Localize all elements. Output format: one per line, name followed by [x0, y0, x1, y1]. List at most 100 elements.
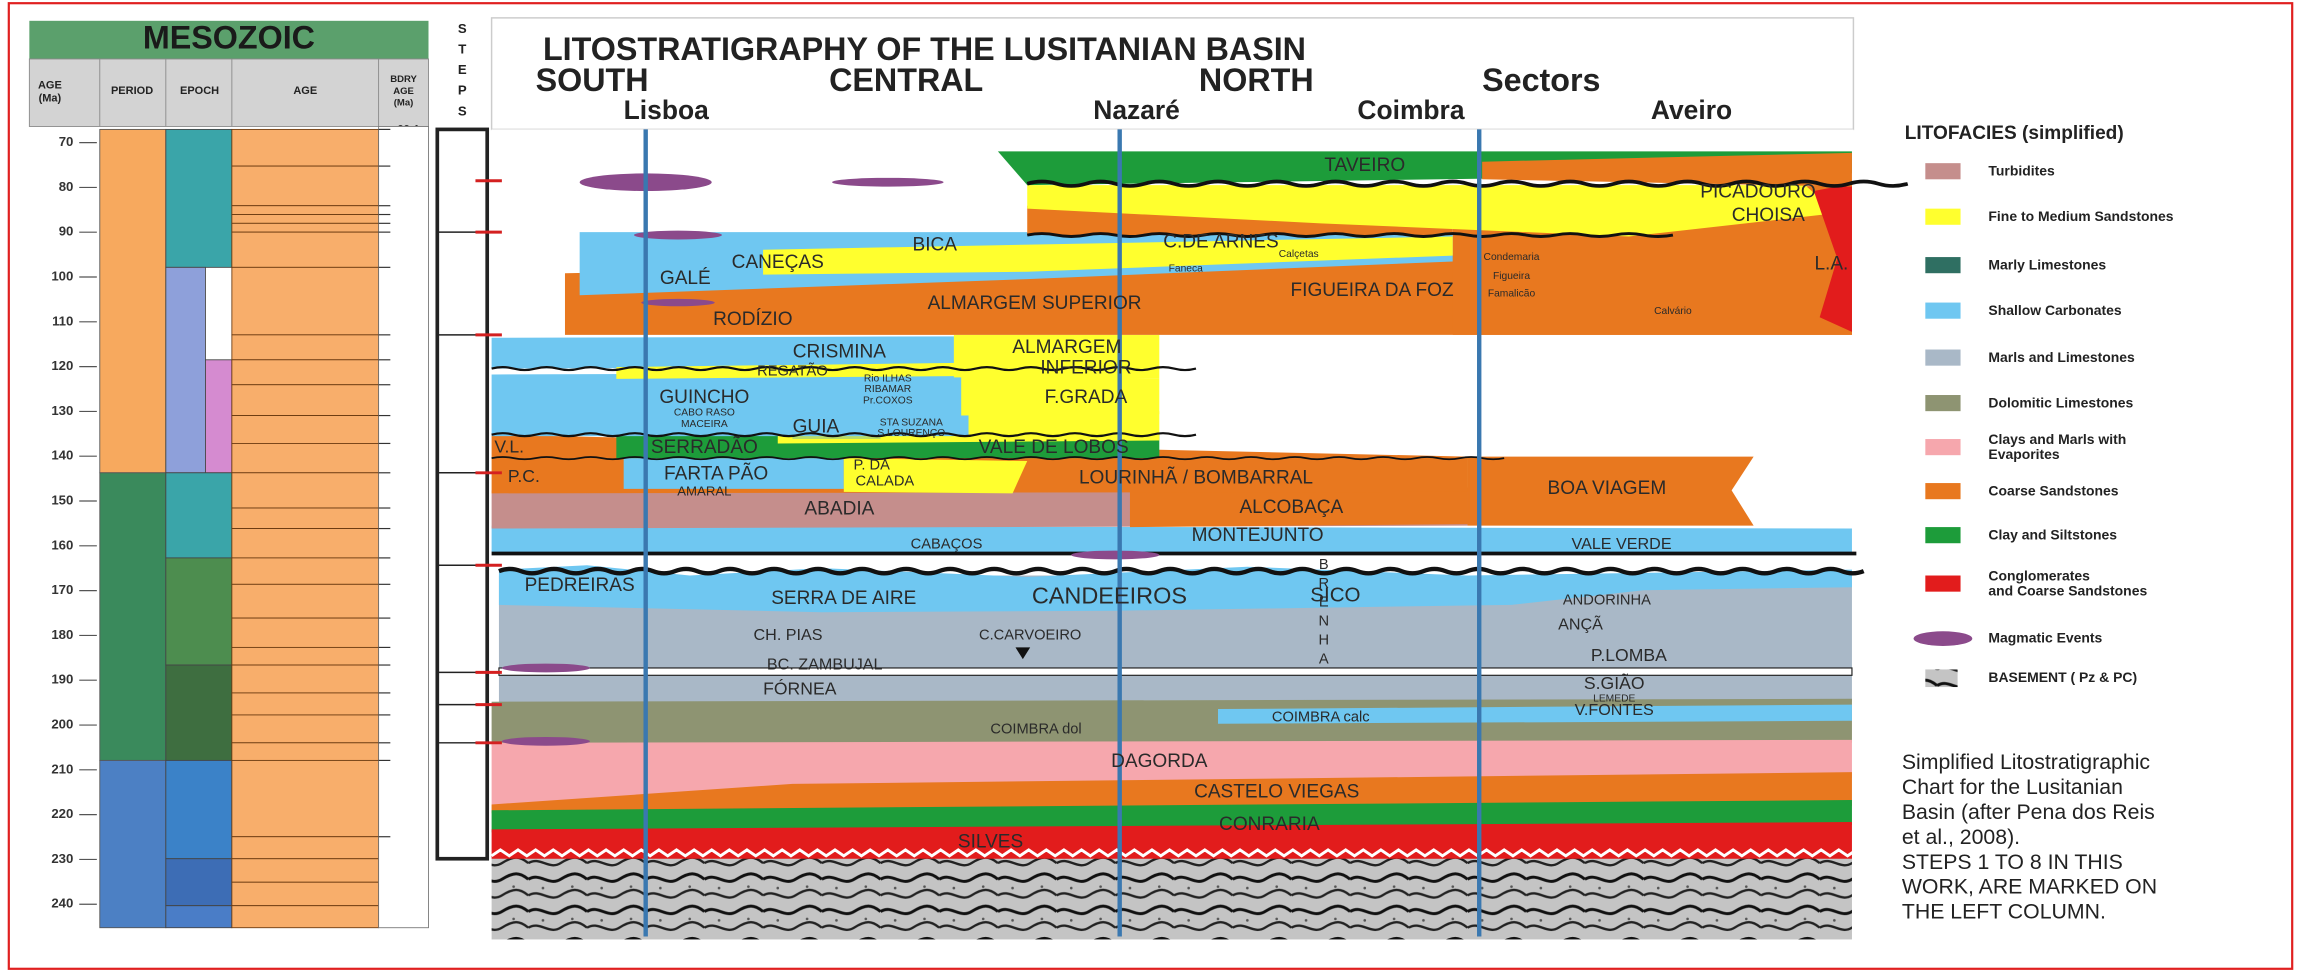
age-cell [232, 129, 379, 166]
age-cell [232, 267, 379, 335]
epoch-cell [166, 558, 232, 665]
unit-label: GALÉ [660, 268, 711, 289]
unit-label: BC. ZAMBUJAL [767, 655, 883, 673]
locality-label: Coimbra [1357, 95, 1464, 125]
age-cell [232, 558, 379, 584]
column-header: (Ma) [394, 98, 414, 109]
legend-swatch [1925, 303, 1960, 319]
caption-line: WORK, ARE MARKED ON [1902, 875, 2157, 899]
age-cell [232, 360, 379, 385]
unit-label: CABAÇOS [911, 537, 983, 553]
unit-label: ANÇÃ [1558, 614, 1603, 634]
age-cell [232, 416, 379, 444]
legend-label: BASEMENT ( Pz & PC) [1988, 669, 2137, 685]
age-tick-label: 170 [51, 582, 73, 597]
unit-label: ALMARGEM SUPERIOR [928, 293, 1142, 314]
age-cell [232, 215, 379, 224]
legend-label: Marls and Limestones [1988, 349, 2135, 365]
age-cell [232, 665, 379, 693]
unit-label: LOURINHÃ / BOMBARRAL [1079, 467, 1313, 489]
age-cell [232, 584, 379, 618]
age-tick-label: 90 [59, 224, 74, 239]
unit-label: ALCOBAÇA [1239, 497, 1343, 518]
age-cell [232, 232, 379, 267]
epoch-cell [166, 267, 206, 472]
unit-label: P. DA [853, 457, 890, 473]
unit-label: DAGORDA [1111, 751, 1208, 772]
legend-label: Coarse Sandstones [1988, 483, 2118, 499]
age-cell [232, 837, 379, 859]
unit-label: Calvário [1654, 306, 1692, 317]
unit-label: Famalicão [1488, 288, 1536, 299]
magmatic-event [641, 299, 714, 306]
unit-label: CANEÇAS [732, 252, 824, 273]
unit-label: VALE VERDE [1572, 535, 1672, 553]
unit-label: RIBAMAR [864, 384, 911, 395]
sector-label: SOUTH [536, 62, 649, 98]
age-tick-label: 230 [51, 851, 73, 866]
age-cell [232, 473, 379, 508]
age-tick-label: 100 [51, 268, 73, 283]
unit-label: GUINCHO [659, 387, 749, 408]
steps-header: T [458, 42, 466, 57]
age-tick-label: 140 [51, 448, 73, 463]
unit-label: INFERIOR [1040, 358, 1131, 379]
age-cell [232, 906, 379, 928]
column-header: EPOCH [180, 85, 219, 97]
legend-label: Shallow Carbonates [1988, 302, 2121, 318]
age-tick-label: 110 [52, 313, 73, 328]
unit-label: ALMARGEM [1012, 337, 1121, 358]
unit-label: CH. PIAS [754, 626, 823, 644]
unit-label: FÓRNEA [763, 678, 837, 699]
caption-line: THE LEFT COLUMN. [1902, 900, 2106, 924]
steps-header: S [458, 103, 467, 118]
legend-label: Evaporites [1988, 446, 2060, 462]
era-title: MESOZOIC [143, 19, 315, 55]
age-cell [232, 529, 379, 558]
legend-label: Conglomerates [1988, 568, 2090, 584]
unit-label: Calçetas [1279, 249, 1319, 260]
unit-label: CALADA [856, 473, 915, 489]
age-cell [232, 882, 379, 905]
unit-label: V.FONTES [1575, 701, 1654, 719]
caption-line: Basin (after Pena dos Reis [1902, 800, 2155, 824]
caption-line: Chart for the Lusitanian [1902, 775, 2123, 799]
age-tick-label: 240 [51, 896, 73, 911]
epoch-cell [166, 129, 232, 267]
steps-header: P [458, 83, 467, 98]
unit-label: RODÍZIO [713, 309, 792, 330]
legend-swatch [1925, 209, 1960, 225]
unit-label: C.CARVOEIRO [979, 628, 1081, 644]
boundary-column [379, 126, 429, 927]
legend-label: Clays and Marls with [1988, 431, 2126, 447]
unit-label: CASTELO VIEGAS [1194, 782, 1359, 803]
locality-label: Lisboa [624, 95, 709, 125]
locality-label: Nazaré [1093, 95, 1180, 125]
age-tick-label: 160 [51, 537, 73, 552]
magmatic-event [502, 737, 590, 746]
column-header: AGE [393, 86, 414, 97]
unit-label: Faneca [1169, 264, 1204, 275]
legend-label: Magmatic Events [1988, 629, 2102, 645]
age-tick-label: 180 [51, 627, 73, 642]
age-cell [232, 743, 379, 761]
evaporite-marker-band [499, 668, 1852, 675]
legend-swatch [1914, 631, 1973, 646]
unit-label: CHOISA [1732, 205, 1805, 226]
unit-label: FARTA PÃO [664, 462, 768, 484]
unit-label: Figueira [1493, 271, 1530, 282]
legend-label: Clay and Siltstones [1988, 527, 2117, 543]
age-tick-label: 220 [51, 806, 73, 821]
age-tick-label: 190 [51, 672, 73, 687]
unit-label: Pr.COXOS [863, 396, 913, 407]
age-tick-label: 120 [51, 358, 73, 373]
age-cell [232, 335, 379, 360]
age-cell [232, 693, 379, 715]
unit-label: S.GIÃO [1584, 672, 1645, 693]
caption-line: Simplified Litostratigraphic [1902, 750, 2151, 774]
unit-label: AMARAL [677, 483, 731, 498]
age-cell [232, 206, 379, 215]
unit-label: BOA VIAGEM [1548, 478, 1667, 499]
unit-label: ANDORINHA [1563, 592, 1651, 608]
age-cell [232, 443, 379, 472]
